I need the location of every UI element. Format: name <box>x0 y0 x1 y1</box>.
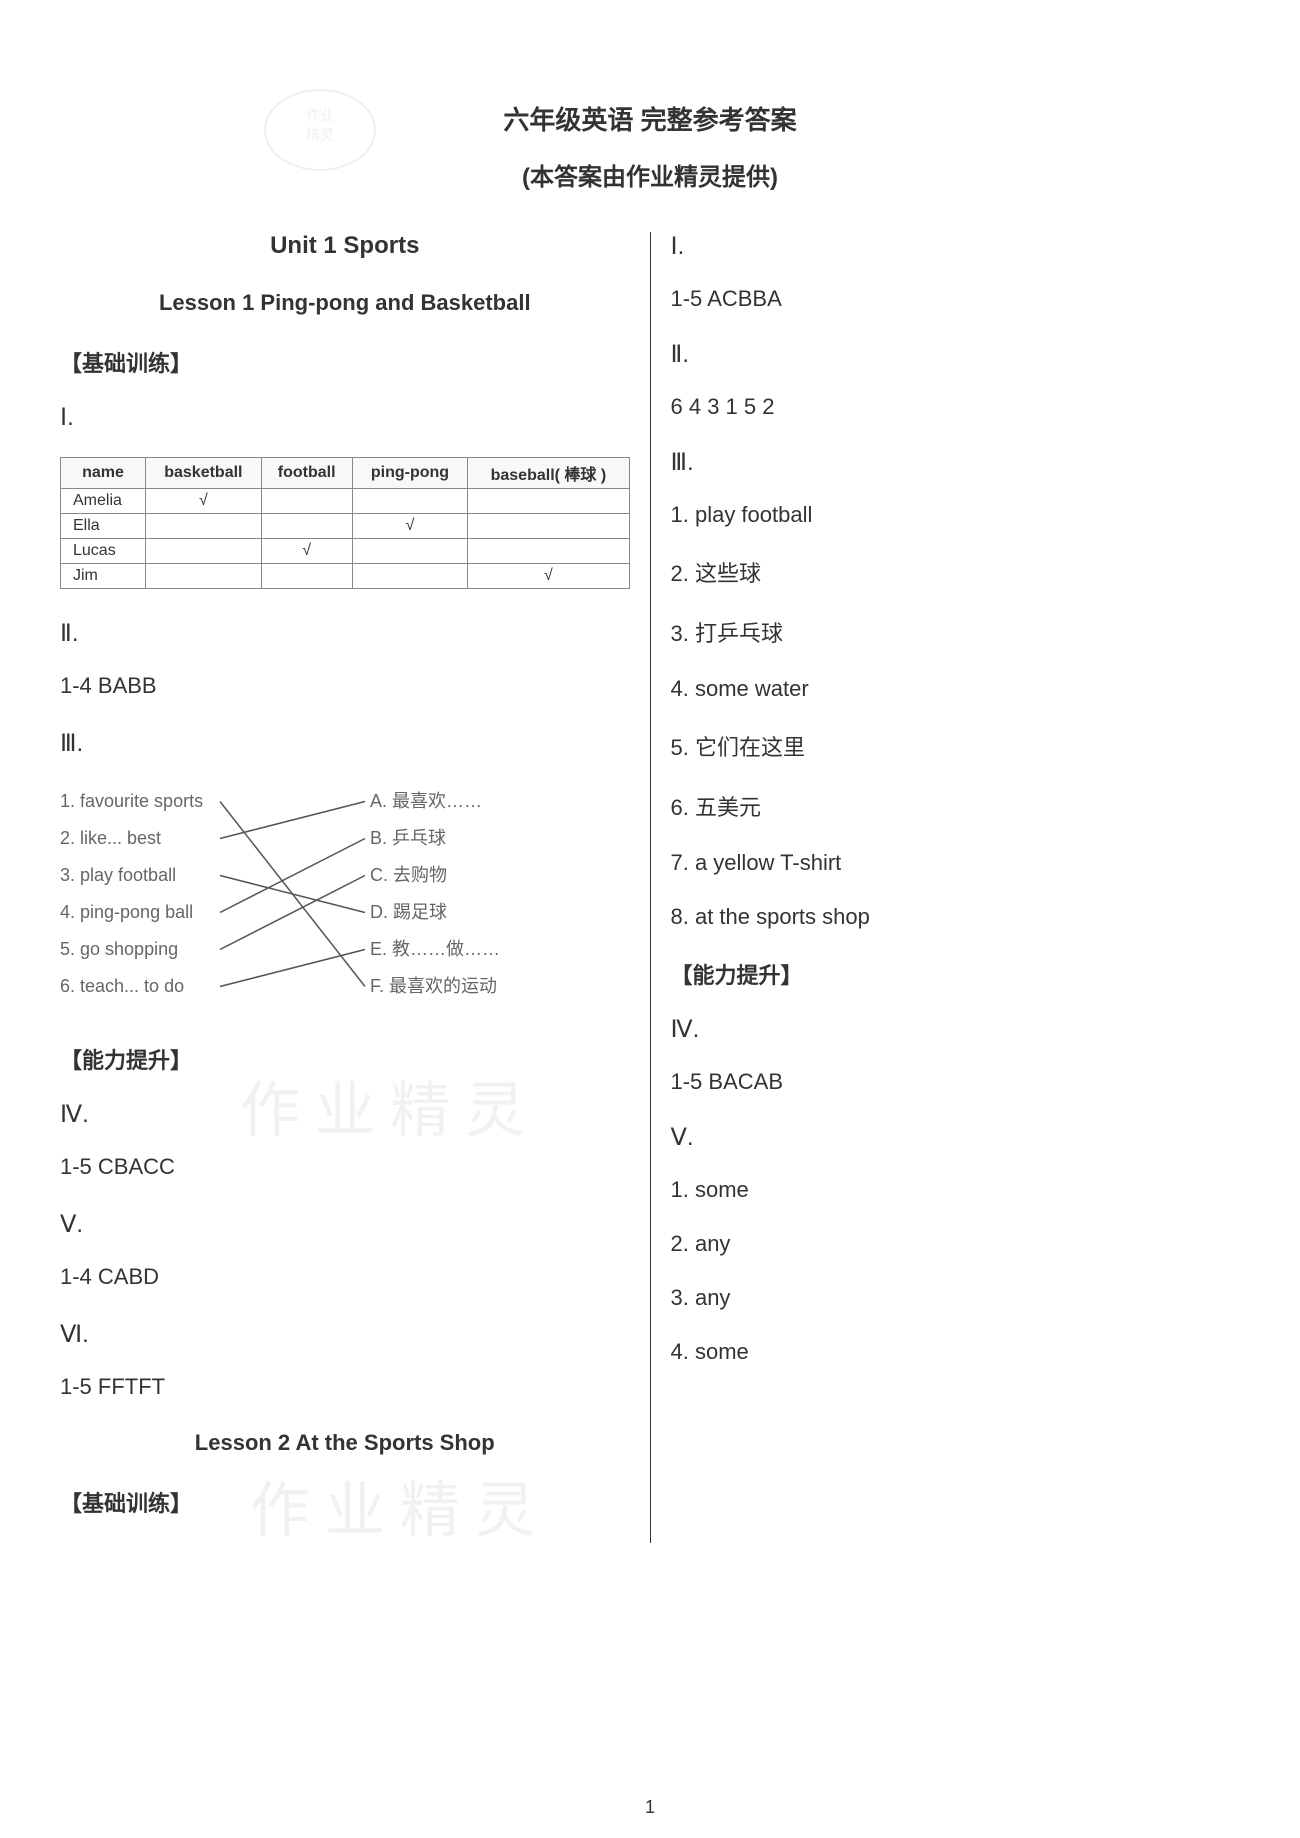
basic-training-header-2: 【基础训练】 <box>60 1486 630 1518</box>
roman-1-r: Ⅰ. <box>671 232 1241 261</box>
roman-1: Ⅰ. <box>60 403 630 432</box>
roman-2-r: Ⅱ. <box>671 340 1241 369</box>
left-column: Unit 1 Sports Lesson 1 Ping-pong and Bas… <box>60 232 630 1543</box>
roman-4-r: Ⅳ. <box>671 1015 1241 1044</box>
answer-item: 5. 它们在这里 <box>671 730 1241 762</box>
ability-header-r: 【能力提升】 <box>671 958 1241 990</box>
content-area: Unit 1 Sports Lesson 1 Ping-pong and Bas… <box>60 232 1240 1543</box>
matching-exercise: 1. favourite sports2. like... best3. pla… <box>60 783 630 1013</box>
table-row: Jim √ <box>61 564 630 589</box>
unit-title: Unit 1 Sports <box>60 232 630 260</box>
roman-3: Ⅲ. <box>60 729 630 758</box>
table-cell <box>352 564 468 589</box>
stamp-icon: 作业 精灵 <box>260 85 380 175</box>
answer-item: 3. 打乒乓球 <box>671 616 1241 648</box>
table-header: basketball <box>145 458 261 489</box>
answer-item: 4. some water <box>671 676 1241 702</box>
answer-item: 1. some <box>671 1177 1241 1203</box>
column-divider <box>650 232 651 1543</box>
answer-item: 7. a yellow T-shirt <box>671 850 1241 876</box>
basic-training-header: 【基础训练】 <box>60 346 630 378</box>
table-cell <box>261 564 352 589</box>
page-number: 1 <box>645 1797 655 1818</box>
main-title: 六年级英语 完整参考答案 <box>60 100 1240 137</box>
table-header: football <box>261 458 352 489</box>
table-row: Lucas √ <box>61 539 630 564</box>
lesson-2-title: Lesson 2 At the Sports Shop <box>60 1430 630 1456</box>
document-header: 作业 精灵 六年级英语 完整参考答案 (本答案由作业精灵提供) <box>60 100 1240 192</box>
table-cell: √ <box>145 489 261 514</box>
answer-2: 1-4 BABB <box>60 673 630 699</box>
roman-4: Ⅳ. <box>60 1100 630 1129</box>
answer-6: 1-5 FFTFT <box>60 1374 630 1400</box>
table-row: Ella √ <box>61 514 630 539</box>
table-cell <box>145 539 261 564</box>
table-cell <box>145 514 261 539</box>
table-cell: √ <box>468 564 629 589</box>
table-cell: Lucas <box>61 539 146 564</box>
table-cell <box>468 514 629 539</box>
answer-item: 3. any <box>671 1285 1241 1311</box>
table-cell: Amelia <box>61 489 146 514</box>
answer-item: 2. any <box>671 1231 1241 1257</box>
table-header-row: name basketball football ping-pong baseb… <box>61 458 630 489</box>
lesson-1-title: Lesson 1 Ping-pong and Basketball <box>60 290 630 316</box>
table-cell <box>352 489 468 514</box>
roman-5-r: Ⅴ. <box>671 1123 1241 1152</box>
match-connections <box>60 783 630 1013</box>
subtitle: (本答案由作业精灵提供) <box>60 157 1240 192</box>
table-cell <box>145 564 261 589</box>
svg-text:作业: 作业 <box>306 107 334 123</box>
roman-2: Ⅱ. <box>60 619 630 648</box>
answer-2-r: 6 4 3 1 5 2 <box>671 394 1241 420</box>
answer-1-r: 1-5 ACBBA <box>671 286 1241 312</box>
roman-3-r: Ⅲ. <box>671 448 1241 477</box>
table-cell <box>352 539 468 564</box>
table-cell <box>468 539 629 564</box>
table-row: Amelia√ <box>61 489 630 514</box>
right-column: Ⅰ. 1-5 ACBBA Ⅱ. 6 4 3 1 5 2 Ⅲ. 1. play f… <box>671 232 1241 1543</box>
roman-5: Ⅴ. <box>60 1210 630 1239</box>
answer-4-r: 1-5 BACAB <box>671 1069 1241 1095</box>
sports-table: name basketball football ping-pong baseb… <box>60 457 630 589</box>
roman-6: Ⅵ. <box>60 1320 630 1349</box>
answer-item: 2. 这些球 <box>671 556 1241 588</box>
answer-item: 8. at the sports shop <box>671 904 1241 930</box>
table-cell <box>261 489 352 514</box>
table-header: name <box>61 458 146 489</box>
table-cell <box>468 489 629 514</box>
table-cell: Ella <box>61 514 146 539</box>
svg-text:精灵: 精灵 <box>306 127 334 143</box>
table-cell <box>261 514 352 539</box>
answer-item: 4. some <box>671 1339 1241 1365</box>
table-cell: Jim <box>61 564 146 589</box>
table-cell: √ <box>261 539 352 564</box>
answer-5: 1-4 CABD <box>60 1264 630 1290</box>
answer-item: 6. 五美元 <box>671 790 1241 822</box>
table-header: ping-pong <box>352 458 468 489</box>
answer-item: 1. play football <box>671 502 1241 528</box>
answer-4: 1-5 CBACC <box>60 1154 630 1180</box>
table-header: baseball( 棒球 ) <box>468 458 629 489</box>
table-cell: √ <box>352 514 468 539</box>
ability-header: 【能力提升】 <box>60 1043 630 1075</box>
